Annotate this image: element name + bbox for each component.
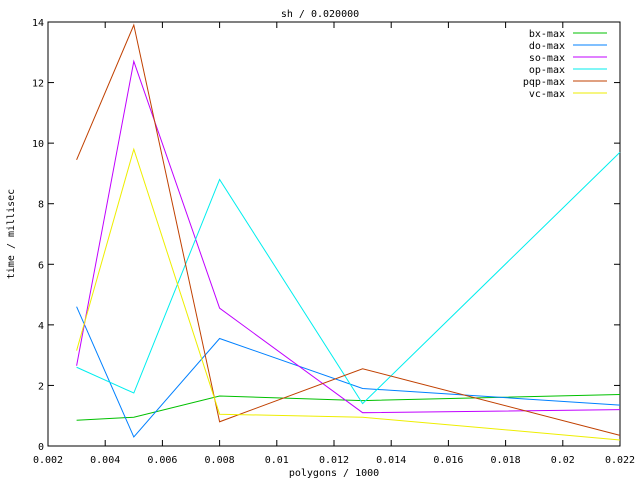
y-tick-label: 10 bbox=[32, 139, 44, 150]
x-tick-label: 0.02 bbox=[551, 455, 575, 466]
y-tick-label: 0 bbox=[38, 442, 44, 453]
series-line-so-max bbox=[76, 59, 621, 414]
x-tick-label: 0.016 bbox=[433, 455, 463, 466]
x-tick-label: 0.018 bbox=[491, 455, 521, 466]
x-axis-label: polygons / 1000 bbox=[289, 468, 379, 479]
legend-label: bx-max bbox=[529, 29, 565, 40]
series-line-op-max bbox=[76, 151, 621, 405]
legend-label: op-max bbox=[529, 65, 565, 76]
y-tick-label: 12 bbox=[32, 79, 44, 90]
legend-label: pqp-max bbox=[523, 77, 565, 88]
x-tick-label: 0.002 bbox=[33, 455, 63, 466]
x-tick-label: 0.01 bbox=[265, 455, 289, 466]
series-line-bx-max bbox=[76, 394, 621, 421]
x-tick-label: 0.012 bbox=[319, 455, 349, 466]
y-tick-label: 2 bbox=[38, 381, 44, 392]
legend-label: so-max bbox=[529, 53, 565, 64]
chart-title: sh / 0.020000 bbox=[281, 9, 359, 20]
legend-label: vc-max bbox=[529, 89, 565, 100]
series-line-pqp-max bbox=[76, 23, 621, 436]
x-tick-label: 0.014 bbox=[376, 455, 406, 466]
x-tick-label: 0.008 bbox=[205, 455, 235, 466]
x-tick-label: 0.004 bbox=[90, 455, 120, 466]
y-tick-label: 14 bbox=[32, 18, 44, 29]
y-tick-label: 8 bbox=[38, 200, 44, 211]
series-line-do-max bbox=[76, 306, 621, 438]
legend-label: do-max bbox=[529, 41, 565, 52]
y-axis-label: time / millisec bbox=[6, 189, 17, 279]
x-tick-label: 0.022 bbox=[605, 455, 635, 466]
y-tick-label: 6 bbox=[38, 260, 44, 271]
x-tick-label: 0.006 bbox=[147, 455, 177, 466]
y-tick-label: 4 bbox=[38, 321, 44, 332]
series-line-vc-max bbox=[76, 147, 621, 441]
